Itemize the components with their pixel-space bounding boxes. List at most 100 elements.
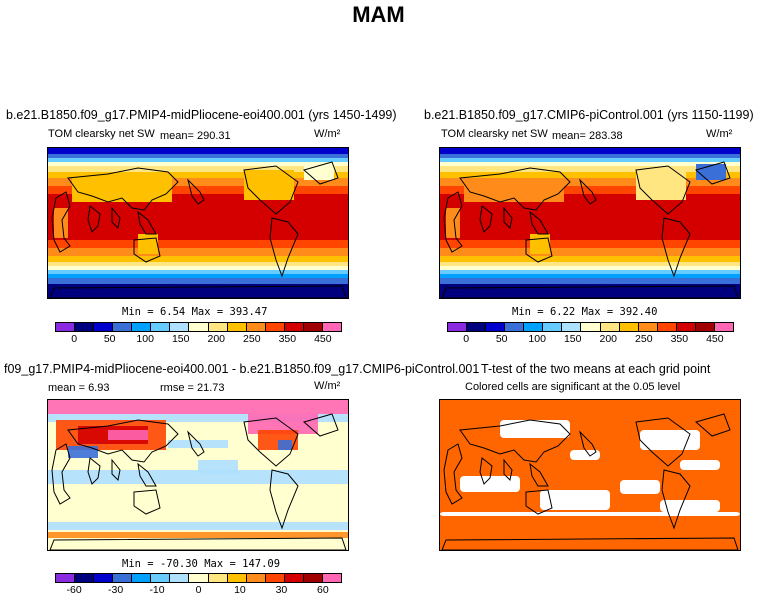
panel1-colorbar-tick-label: 150 — [171, 333, 190, 345]
panel2-colorbar-swatch — [638, 323, 658, 331]
panel3-max: 147.09 — [242, 558, 281, 570]
panel2-mean-label: mean= — [552, 130, 586, 142]
panel2-land-namerica — [636, 170, 686, 200]
panel1-coastline-5 — [133, 237, 161, 263]
panel1-coastline-7 — [243, 165, 299, 215]
panel4-insignificant-3 — [540, 490, 610, 510]
panel3-coastline-4 — [137, 462, 157, 487]
panel2-colorbar-swatch — [676, 323, 696, 331]
panel3-colorbar-swatch — [75, 574, 95, 582]
panel2-colorbar-tick-label: 350 — [670, 333, 689, 345]
panel3-coastline-0 — [51, 443, 71, 505]
panel3-coastline-3 — [111, 458, 121, 482]
panel1-colorbar-swatch — [227, 323, 247, 331]
panel2-colorbar-tick-label: 0 — [463, 333, 470, 345]
panel1-coastline-8 — [269, 217, 299, 278]
panel1-colorbar-swatch — [56, 323, 76, 331]
panel1-coastline-2 — [87, 205, 101, 233]
panel1-coastline-1 — [67, 167, 179, 211]
panel3-field-12 — [68, 446, 98, 458]
panel1-colorbar-tick-label: 350 — [278, 333, 297, 345]
panel3-colorbar-swatch — [132, 574, 152, 582]
panel1-colorbar-swatch — [132, 323, 152, 331]
panel4-coastline-7 — [635, 417, 691, 467]
panel4-significant-field — [440, 400, 740, 550]
panel2-units: W/m² — [706, 128, 733, 140]
panel1-colorbar-swatch — [284, 323, 304, 331]
panel1-map-svg — [48, 148, 348, 298]
panel2-colorbar-swatch — [467, 323, 487, 331]
panel2-band-5 — [440, 172, 740, 178]
panel2-mean: 283.38 — [589, 130, 623, 142]
panel4-insignificant-0 — [500, 420, 570, 438]
panel2-max-label: Max = — [581, 306, 614, 318]
panel2-colorbar-tick-label: 450 — [706, 333, 724, 345]
panel3-colorbar-swatch — [56, 574, 76, 582]
panel2-map — [439, 147, 741, 299]
panel2-coastline-6 — [579, 178, 597, 205]
panel1-coastline-4 — [137, 210, 157, 235]
panel2-colorbar-swatch — [448, 323, 468, 331]
panel2-colorbar-swatch — [600, 323, 620, 331]
panel4-insignificant-5 — [660, 500, 720, 512]
panel1-colorbar — [55, 322, 342, 332]
panel4-coastline-0 — [443, 443, 463, 505]
panel3-colorbar-swatch — [94, 574, 114, 582]
panel3-max-label: Max = — [204, 558, 236, 570]
panel2-colorbar-swatch — [543, 323, 563, 331]
panel4-insignificant-6 — [440, 512, 740, 516]
panel4-coastline-2 — [479, 457, 493, 485]
panel3-field-1 — [48, 414, 348, 422]
panel3-min: -70.30 — [159, 558, 198, 570]
panel3-title: f09_g17.PMIP4-midPliocene-eoi400.001 - b… — [4, 362, 480, 376]
panel3-colorbar-tick-label: -60 — [66, 584, 82, 596]
panel1-colorbar-swatch — [208, 323, 228, 331]
panel3-map-svg — [48, 400, 348, 550]
panel4-map — [439, 399, 741, 551]
panel3-colorbar-swatch — [113, 574, 133, 582]
panel1-colorbar-tick-label: 450 — [314, 333, 332, 345]
panel2-colorbar-tick-label: 200 — [599, 333, 618, 345]
panel2-band-3 — [440, 162, 740, 166]
panel3-colorbar-tick-label: -30 — [107, 584, 124, 596]
panel3-colorbar-tick-label: -10 — [149, 584, 165, 596]
panel2-max: 392.40 — [619, 306, 658, 318]
panel1-coastline-6 — [187, 178, 205, 205]
panel1-colorbar-swatch — [246, 323, 266, 331]
panel2-min: 6.22 — [549, 306, 576, 318]
panel1-colorbar-swatch — [265, 323, 285, 331]
panel2-title: b.e21.B1850.f09_g17.CMIP6-piControl.001 … — [424, 108, 754, 122]
panel3-coastline-7 — [243, 417, 299, 467]
panel3-colorbar-swatch — [170, 574, 190, 582]
panel2-coastline-2 — [479, 205, 493, 233]
panel2-coastline-7 — [635, 165, 691, 215]
panel3-colorbar-tick-label: 0 — [195, 584, 202, 596]
panel2-colorbar-swatch — [486, 323, 506, 331]
panel2-colorbar-tick-label: 250 — [635, 333, 653, 345]
panel2-band-10 — [440, 248, 740, 256]
panel3-colorbar-swatch — [227, 574, 247, 582]
panel1-max: 393.47 — [229, 306, 268, 318]
panel1-mean: 290.31 — [197, 130, 231, 142]
panel1-band-3 — [48, 162, 348, 166]
panel1-colorbar-swatch — [303, 323, 323, 331]
panel1-colorbar-swatch — [189, 323, 209, 331]
panel1-colorbar-swatch — [170, 323, 190, 331]
panel3-field-13 — [278, 440, 292, 450]
panel1-coastline-9 — [302, 161, 339, 185]
panel4-insignificant-1 — [640, 430, 700, 450]
panel2-coastline-9 — [694, 161, 731, 185]
panel1-band-1 — [48, 154, 348, 158]
panel2-band-6 — [440, 178, 740, 186]
panel3-colorbar-swatch — [322, 574, 341, 582]
panel1-land-greenland — [304, 164, 334, 180]
panel2-colorbar-tick-label: 50 — [495, 333, 508, 345]
panel4-insignificant-4 — [620, 480, 660, 494]
panel3-field-4 — [108, 430, 148, 440]
panel1-band-9 — [48, 240, 348, 248]
panel4-insignificant-2 — [460, 476, 520, 492]
panel2-coastline-4 — [529, 210, 549, 235]
panel1-colorbar-swatch — [75, 323, 95, 331]
panel1-coastline-0 — [51, 191, 71, 253]
panel2-band-4 — [440, 166, 740, 172]
